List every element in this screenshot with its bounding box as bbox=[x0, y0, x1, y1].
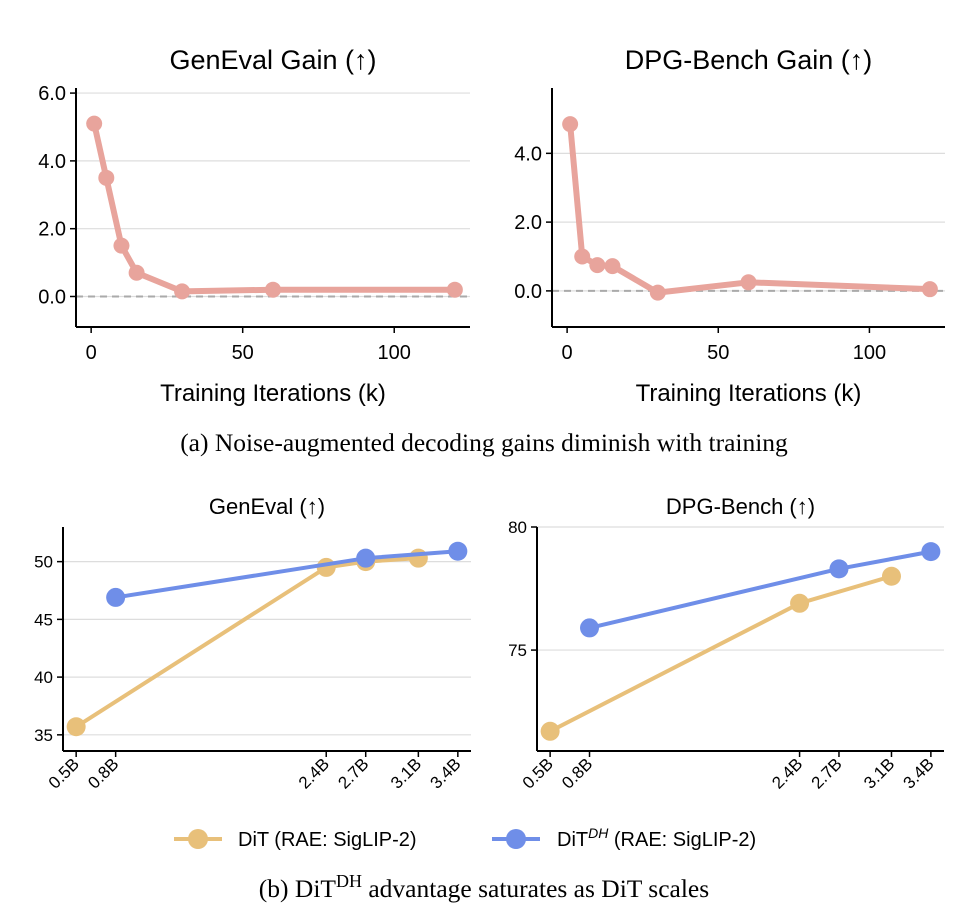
chart-title: GenEval Gain (↑) bbox=[169, 45, 376, 75]
data-point bbox=[356, 548, 376, 568]
x-tick-label: 50 bbox=[232, 342, 254, 364]
legend: DiT (RAE: SigLIP-2) DiTDH (RAE: SigLIP-2… bbox=[174, 825, 756, 851]
data-point bbox=[921, 542, 941, 562]
data-point bbox=[580, 618, 600, 638]
y-tick-label: 6.0 bbox=[38, 83, 66, 105]
chart-title: GenEval (↑) bbox=[209, 494, 325, 519]
geneval-gain-panel: 0.0 2.0 4.0 6.0 0 50 100 GenEval Gain (↑) Traini… bbox=[38, 45, 470, 407]
legend-dit-label: DiT (RAE: SigLIP-2) bbox=[238, 829, 417, 851]
x-tick-label: 2.7B bbox=[808, 754, 846, 792]
x-axis-label: Training Iterations (k) bbox=[160, 380, 386, 407]
x-tick-label: 0.8B bbox=[84, 754, 122, 792]
x-tick-label: 0.5B bbox=[519, 754, 557, 792]
geneval-scale-panel: 35 40 45 50 0.5B 0.8B 2.4B 2.7B 3.1B 3.4B GenEval … bbox=[34, 494, 471, 793]
dpg-gain-panel: 0.0 2.0 4.0 0 50 100 DPG-Bench Gain (↑) Trainin… bbox=[514, 45, 945, 407]
data-point bbox=[265, 281, 281, 298]
data-point bbox=[98, 169, 115, 186]
y-tick-label: 4.0 bbox=[38, 151, 66, 173]
x-axis-label: Training Iterations (k) bbox=[636, 380, 862, 407]
x-tick-label: 3.1B bbox=[860, 754, 898, 792]
caption-b-prefix: (b) DiT bbox=[259, 874, 337, 903]
y-tick-label: 45 bbox=[34, 610, 53, 629]
x-tick-label: 0.5B bbox=[45, 754, 83, 792]
data-point bbox=[113, 237, 130, 254]
series-line-1 bbox=[587, 549, 933, 630]
x-tick-label: 100 bbox=[853, 342, 886, 364]
series-line-0 bbox=[548, 574, 894, 734]
data-point bbox=[649, 284, 666, 301]
dpg-scale-panel: 75 80 0.5B 0.8B 2.4B 2.7B 3.1B 3.4B DPG-Bench (↑… bbox=[508, 494, 944, 793]
data-point bbox=[881, 566, 901, 586]
data-point bbox=[86, 115, 103, 132]
data-point bbox=[790, 593, 810, 613]
y-tick-label: 80 bbox=[508, 518, 527, 537]
data-point bbox=[921, 281, 938, 298]
series-line-0 bbox=[91, 120, 458, 295]
caption-a: (a) Noise-augmented decoding gains dimin… bbox=[180, 428, 788, 457]
data-point bbox=[829, 559, 849, 579]
data-point bbox=[540, 721, 560, 741]
x-tick-label: 0.8B bbox=[558, 754, 596, 792]
data-point bbox=[106, 587, 126, 607]
series-line-0 bbox=[567, 121, 933, 296]
data-point bbox=[604, 258, 621, 275]
legend-dith-sup: DH bbox=[588, 825, 609, 841]
legend-dith-suffix: (RAE: SigLIP-2) bbox=[608, 829, 756, 851]
chart-title: DPG-Bench Gain (↑) bbox=[625, 45, 873, 75]
caption-b: (b) DiTDH advantage saturates as DiT sca… bbox=[259, 871, 709, 903]
x-tick-label: 100 bbox=[378, 342, 411, 364]
legend-dit-marker bbox=[188, 829, 208, 849]
y-tick-label: 50 bbox=[34, 553, 53, 572]
data-point bbox=[66, 717, 86, 737]
data-point bbox=[446, 281, 463, 298]
y-tick-label: 35 bbox=[34, 726, 53, 745]
x-tick-label: 2.4B bbox=[295, 754, 333, 792]
x-tick-label: 3.1B bbox=[387, 754, 425, 792]
y-tick-label: 4.0 bbox=[514, 143, 542, 165]
x-tick-label: 0 bbox=[86, 342, 97, 364]
chart-title: DPG-Bench (↑) bbox=[666, 494, 815, 519]
legend-dith-base: DiT bbox=[557, 829, 588, 851]
x-tick-label: 2.7B bbox=[334, 754, 372, 792]
y-tick-label: 0.0 bbox=[38, 286, 66, 308]
caption-b-suffix: advantage saturates as DiT scales bbox=[362, 874, 709, 903]
y-tick-label: 2.0 bbox=[38, 219, 66, 241]
y-tick-label: 40 bbox=[34, 668, 53, 687]
data-point bbox=[574, 248, 591, 265]
x-tick-label: 3.4B bbox=[426, 754, 464, 792]
data-point bbox=[740, 274, 757, 291]
legend-dith-marker bbox=[506, 829, 526, 849]
y-tick-label: 2.0 bbox=[514, 212, 542, 234]
y-tick-label: 75 bbox=[508, 641, 527, 660]
x-tick-label: 2.4B bbox=[768, 754, 806, 792]
legend-dith-label: DiTDH (RAE: SigLIP-2) bbox=[557, 825, 756, 851]
x-tick-label: 3.4B bbox=[900, 754, 938, 792]
data-point bbox=[408, 548, 428, 568]
data-point bbox=[589, 257, 606, 274]
x-tick-label: 50 bbox=[707, 342, 729, 364]
data-point bbox=[174, 283, 191, 300]
y-tick-label: 0.0 bbox=[514, 281, 542, 303]
data-point bbox=[128, 264, 145, 281]
data-point bbox=[448, 541, 468, 561]
series-line-0 bbox=[74, 556, 421, 729]
caption-b-sup: DH bbox=[336, 871, 362, 891]
x-tick-label: 0 bbox=[562, 342, 573, 364]
data-point bbox=[562, 116, 579, 133]
